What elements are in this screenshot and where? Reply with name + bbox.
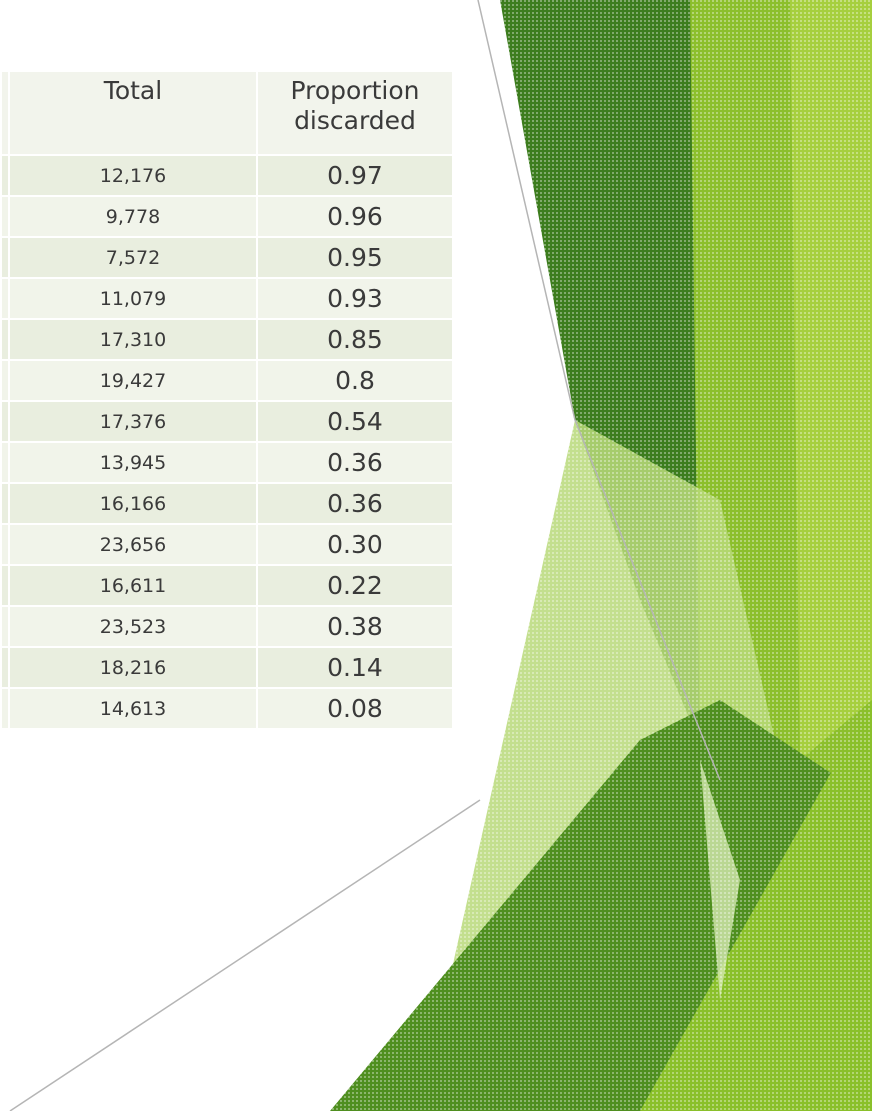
header-cell: Total	[8, 70, 258, 156]
table-row: 14,613 0.08	[0, 687, 454, 730]
total-cell: 12,176	[8, 154, 258, 197]
table-row: 9,778 0.96	[0, 195, 454, 238]
table-row: 16,166 0.36	[0, 482, 454, 525]
cut-column	[0, 687, 10, 730]
cut-column	[0, 236, 10, 279]
cut-column	[0, 277, 10, 320]
total-cell: 18,216	[8, 646, 258, 689]
proportion-cell: 0.8	[256, 359, 454, 402]
table-row: 11,079 0.93	[0, 277, 454, 320]
total-cell: 9,778	[8, 195, 258, 238]
table-row: 16,611 0.22	[0, 564, 454, 607]
cut-column	[0, 359, 10, 402]
proportion-cell: 0.36	[256, 441, 454, 484]
proportion-cell: 0.85	[256, 318, 454, 361]
proportion-cell: 0.30	[256, 523, 454, 566]
cut-column	[0, 195, 10, 238]
header-row: Total Proportion discarded	[0, 70, 454, 156]
proportion-cell: 0.95	[256, 236, 454, 279]
proportion-cell: 0.08	[256, 687, 454, 730]
total-cell: 16,166	[8, 482, 258, 525]
total-cell: 16,611	[8, 564, 258, 607]
proportion-cell: 0.22	[256, 564, 454, 607]
data-table: Total Proportion discarded 12,176 0.97 9,7…	[0, 70, 454, 730]
total-cell: 23,523	[8, 605, 258, 648]
cut-column	[0, 318, 10, 361]
table-row: 19,427 0.8	[0, 359, 454, 402]
cut-column	[0, 400, 10, 443]
cut-column	[0, 154, 10, 197]
proportion-cell: 0.96	[256, 195, 454, 238]
total-cell: 17,376	[8, 400, 258, 443]
proportion-cell: 0.38	[256, 605, 454, 648]
total-cell: 13,945	[8, 441, 258, 484]
proportion-cell: 0.36	[256, 482, 454, 525]
cut-column	[0, 605, 10, 648]
cut-column	[0, 70, 10, 156]
total-cell: 19,427	[8, 359, 258, 402]
cut-column	[0, 482, 10, 525]
total-cell: 7,572	[8, 236, 258, 279]
proportion-cell: 0.93	[256, 277, 454, 320]
total-cell: 23,656	[8, 523, 258, 566]
cut-column	[0, 564, 10, 607]
header-cell: Proportion discarded	[256, 70, 454, 156]
cut-column	[0, 523, 10, 566]
table-row: 23,523 0.38	[0, 605, 454, 648]
table-row: 13,945 0.36	[0, 441, 454, 484]
table-row: 7,572 0.95	[0, 236, 454, 279]
proportion-cell: 0.54	[256, 400, 454, 443]
table-row: 12,176 0.97	[0, 154, 454, 197]
line	[9, 799, 481, 1111]
table-row: 18,216 0.14	[0, 646, 454, 689]
table-body: 12,176 0.97 9,778 0.96 7,572 0.95 11,079 0.93 17…	[0, 154, 454, 730]
proportion-cell: 0.97	[256, 154, 454, 197]
table-row: 17,310 0.85	[0, 318, 454, 361]
table-row: 17,376 0.54	[0, 400, 454, 443]
table-row: 23,656 0.30	[0, 523, 454, 566]
proportion-cell: 0.14	[256, 646, 454, 689]
total-cell: 14,613	[8, 687, 258, 730]
total-cell: 11,079	[8, 277, 258, 320]
cut-column	[0, 441, 10, 484]
line	[477, 0, 721, 781]
total-cell: 17,310	[8, 318, 258, 361]
cut-column	[0, 646, 10, 689]
